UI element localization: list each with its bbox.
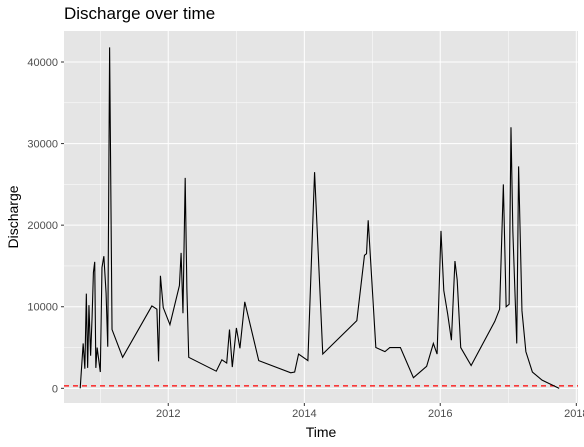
y-tick-label: 40000 [27, 57, 58, 69]
y-tick-label: 0 [52, 383, 58, 395]
y-tick-label: 30000 [27, 139, 58, 151]
axes: 0 10000 20000 30000 40000 2012 2014 2016 2018 [27, 57, 584, 420]
x-tick-label: 2018 [564, 408, 584, 420]
grid-lines [64, 31, 578, 403]
x-tick-label: 2014 [292, 408, 316, 420]
series-line [79, 47, 560, 389]
x-axis-title: Time [306, 424, 337, 440]
x-tick-label: 2016 [428, 408, 452, 420]
plot-panel-background [64, 31, 578, 403]
x-tick-label: 2012 [156, 408, 180, 420]
series-group [79, 47, 560, 389]
y-axis-title: Discharge [5, 185, 21, 248]
y-tick-label: 10000 [27, 302, 58, 314]
chart-title: Discharge over time [64, 4, 216, 23]
y-tick-label: 20000 [27, 220, 58, 232]
